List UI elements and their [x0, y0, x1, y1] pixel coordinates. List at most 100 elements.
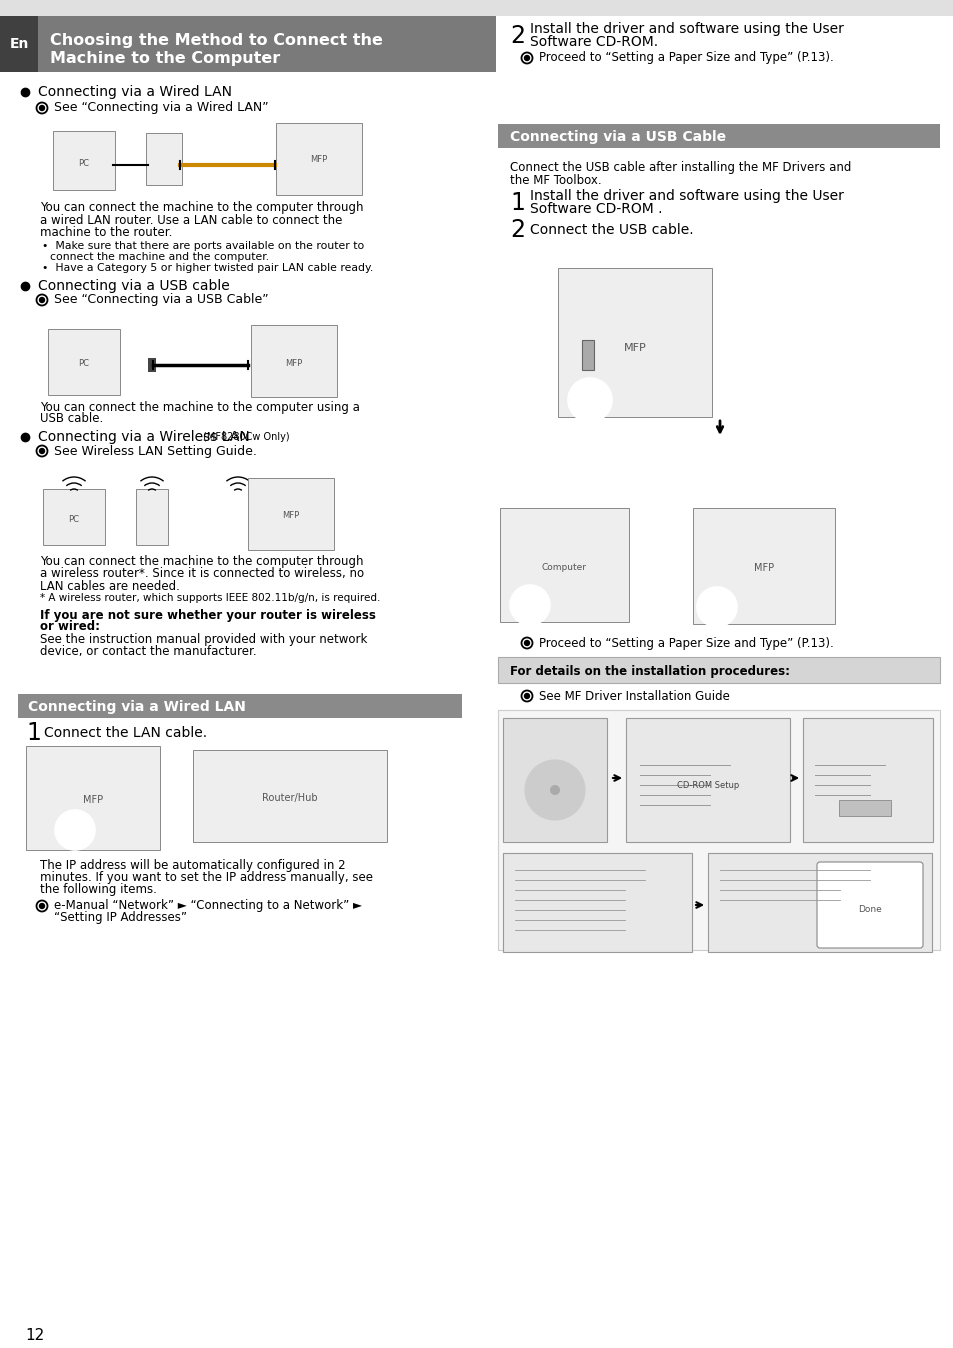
FancyBboxPatch shape	[275, 123, 361, 195]
Text: See the instruction manual provided with your network: See the instruction manual provided with…	[40, 632, 367, 646]
FancyBboxPatch shape	[497, 124, 939, 148]
Text: a wired LAN router. Use a LAN cable to connect the: a wired LAN router. Use a LAN cable to c…	[40, 213, 342, 226]
FancyBboxPatch shape	[692, 508, 834, 624]
Text: the following items.: the following items.	[40, 883, 156, 896]
Text: device, or contact the manufacturer.: device, or contact the manufacturer.	[40, 644, 256, 658]
Text: 2: 2	[510, 24, 524, 49]
Text: e-Manual “Network” ► “Connecting to a Network” ►: e-Manual “Network” ► “Connecting to a Ne…	[54, 899, 361, 913]
FancyBboxPatch shape	[802, 718, 932, 842]
Text: See “Connecting via a Wired LAN”: See “Connecting via a Wired LAN”	[54, 101, 269, 115]
Text: MFP: MFP	[623, 342, 646, 353]
Text: Install the driver and software using the User: Install the driver and software using th…	[530, 189, 843, 204]
Circle shape	[39, 903, 45, 909]
Text: Software CD-ROM.: Software CD-ROM.	[530, 35, 658, 49]
Text: 12: 12	[25, 1328, 44, 1343]
Text: Connect the LAN cable.: Connect the LAN cable.	[44, 727, 207, 740]
Circle shape	[510, 585, 550, 625]
Circle shape	[697, 586, 737, 627]
Text: USB cable.: USB cable.	[40, 412, 103, 426]
Text: CD-ROM Setup: CD-ROM Setup	[677, 780, 739, 790]
Text: Software CD-ROM .: Software CD-ROM .	[530, 202, 661, 216]
Text: If you are not sure whether your router is wireless: If you are not sure whether your router …	[40, 608, 375, 621]
Text: Connecting via a USB Cable: Connecting via a USB Cable	[510, 129, 725, 144]
Circle shape	[524, 760, 584, 820]
Text: a wireless router*. Since it is connected to wireless, no: a wireless router*. Since it is connecte…	[40, 568, 364, 581]
Text: Machine to the Computer: Machine to the Computer	[50, 50, 280, 66]
Text: You can connect the machine to the computer through: You can connect the machine to the compu…	[40, 555, 363, 569]
Circle shape	[55, 810, 95, 851]
FancyBboxPatch shape	[625, 718, 789, 842]
FancyBboxPatch shape	[148, 359, 156, 372]
Text: PC: PC	[78, 360, 90, 368]
FancyBboxPatch shape	[497, 656, 939, 683]
Text: The IP address will be automatically configured in 2: The IP address will be automatically con…	[40, 860, 345, 872]
Text: Router/Hub: Router/Hub	[262, 793, 317, 803]
Text: “Setting IP Addresses”: “Setting IP Addresses”	[54, 911, 187, 925]
Text: Connecting via a Wireless LAN: Connecting via a Wireless LAN	[38, 430, 250, 443]
FancyBboxPatch shape	[136, 489, 168, 545]
Text: Connect the USB cable.: Connect the USB cable.	[530, 222, 693, 237]
Text: En: En	[10, 36, 29, 51]
Text: Done: Done	[858, 906, 881, 914]
Text: Choosing the Method to Connect the: Choosing the Method to Connect the	[50, 32, 382, 47]
FancyBboxPatch shape	[43, 489, 105, 545]
FancyBboxPatch shape	[707, 853, 931, 952]
FancyBboxPatch shape	[146, 133, 182, 185]
Circle shape	[524, 55, 529, 61]
Text: Connect the USB cable after installing the MF Drivers and: Connect the USB cable after installing t…	[510, 162, 850, 174]
Circle shape	[524, 640, 529, 646]
FancyBboxPatch shape	[248, 479, 334, 550]
FancyBboxPatch shape	[497, 710, 939, 950]
Circle shape	[550, 785, 559, 795]
Text: (MF8280Cw Only): (MF8280Cw Only)	[203, 431, 290, 442]
Text: For details on the installation procedures:: For details on the installation procedur…	[510, 666, 789, 678]
Text: Proceed to “Setting a Paper Size and Type” (P.13).: Proceed to “Setting a Paper Size and Typ…	[538, 636, 833, 650]
Text: MFP: MFP	[83, 795, 103, 805]
Circle shape	[39, 105, 45, 111]
FancyBboxPatch shape	[558, 268, 711, 417]
Text: machine to the router.: machine to the router.	[40, 225, 172, 239]
Text: MFP: MFP	[753, 563, 773, 573]
FancyBboxPatch shape	[53, 131, 115, 190]
FancyBboxPatch shape	[193, 749, 387, 842]
Text: You can connect the machine to the computer through: You can connect the machine to the compu…	[40, 201, 363, 214]
Text: 1: 1	[510, 191, 524, 214]
Text: Connecting via a Wired LAN: Connecting via a Wired LAN	[38, 85, 232, 98]
Text: Computer: Computer	[541, 562, 586, 572]
FancyBboxPatch shape	[18, 694, 461, 718]
Text: •  Have a Category 5 or higher twisted pair LAN cable ready.: • Have a Category 5 or higher twisted pa…	[42, 263, 373, 274]
Text: See Wireless LAN Setting Guide.: See Wireless LAN Setting Guide.	[54, 445, 256, 457]
Text: MFP: MFP	[310, 155, 327, 164]
Text: See “Connecting via a USB Cable”: See “Connecting via a USB Cable”	[54, 294, 269, 306]
Text: the MF Toolbox.: the MF Toolbox.	[510, 174, 601, 186]
FancyBboxPatch shape	[499, 508, 628, 621]
Text: * A wireless router, which supports IEEE 802.11b/g/n, is required.: * A wireless router, which supports IEEE…	[40, 593, 380, 603]
Text: 2: 2	[510, 218, 524, 243]
Text: 1: 1	[26, 721, 41, 745]
Text: minutes. If you want to set the IP address manually, see: minutes. If you want to set the IP addre…	[40, 872, 373, 884]
Text: LAN cables are needed.: LAN cables are needed.	[40, 580, 180, 593]
FancyBboxPatch shape	[838, 799, 890, 816]
Text: CD-ROM: CD-ROM	[536, 780, 573, 790]
FancyBboxPatch shape	[48, 329, 120, 395]
FancyBboxPatch shape	[251, 325, 336, 398]
Text: PC: PC	[78, 159, 90, 167]
Text: PC: PC	[69, 515, 79, 524]
Text: Connecting via a Wired LAN: Connecting via a Wired LAN	[28, 700, 246, 714]
Text: •  Make sure that there are ports available on the router to: • Make sure that there are ports availab…	[42, 241, 364, 251]
Text: or wired:: or wired:	[40, 620, 100, 634]
FancyBboxPatch shape	[816, 861, 923, 948]
Text: Connecting via a USB cable: Connecting via a USB cable	[38, 279, 230, 293]
Circle shape	[567, 377, 612, 422]
FancyBboxPatch shape	[38, 16, 496, 71]
Text: MFP: MFP	[285, 359, 302, 368]
FancyBboxPatch shape	[581, 340, 594, 369]
FancyBboxPatch shape	[0, 0, 953, 16]
Text: See MF Driver Installation Guide: See MF Driver Installation Guide	[538, 689, 729, 702]
FancyBboxPatch shape	[502, 718, 606, 842]
Text: Proceed to “Setting a Paper Size and Type” (P.13).: Proceed to “Setting a Paper Size and Typ…	[538, 51, 833, 65]
FancyBboxPatch shape	[26, 745, 160, 851]
Circle shape	[524, 693, 529, 698]
Text: Install the driver and software using the User: Install the driver and software using th…	[530, 22, 843, 36]
Text: You can connect the machine to the computer using a: You can connect the machine to the compu…	[40, 400, 359, 414]
